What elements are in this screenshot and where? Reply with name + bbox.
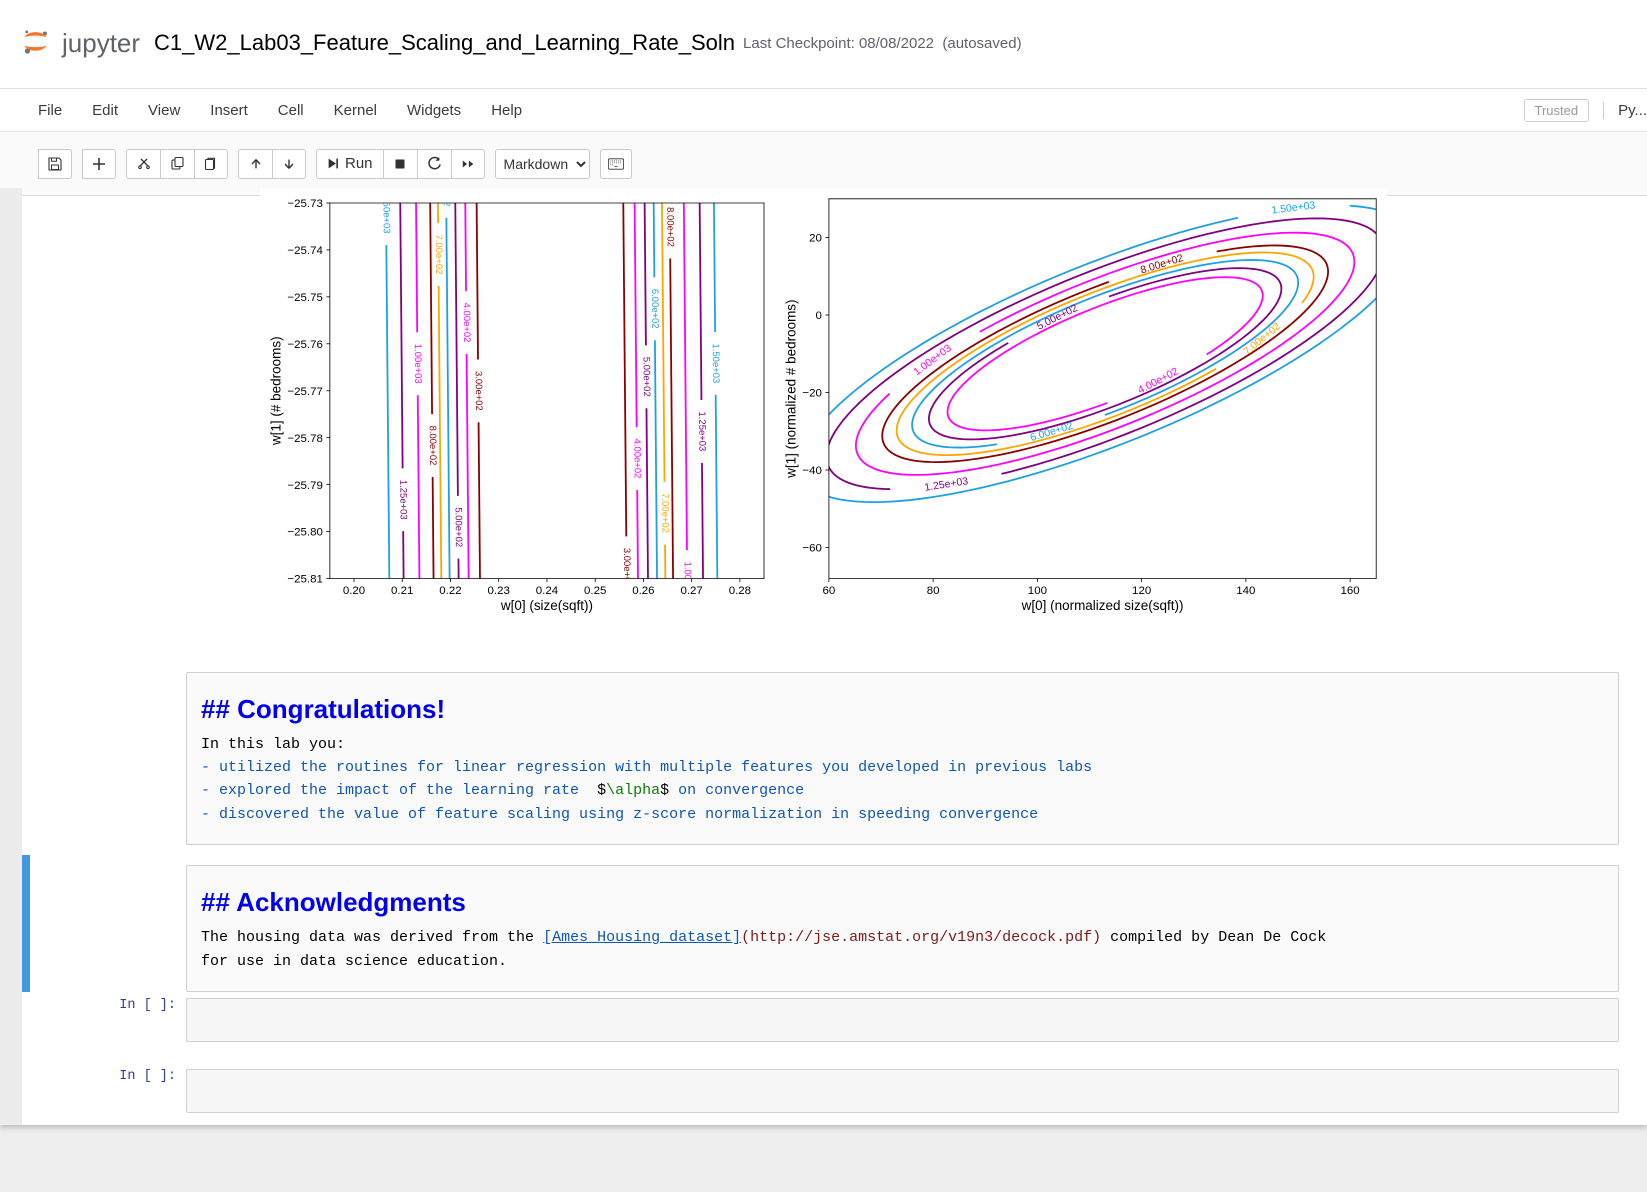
svg-text:120: 120	[1132, 585, 1151, 597]
svg-text:4.00e+02: 4.00e+02	[461, 303, 472, 343]
svg-text:1.25e+03: 1.25e+03	[397, 480, 408, 520]
svg-text:0.28: 0.28	[729, 585, 751, 597]
svg-text:0.25: 0.25	[584, 585, 606, 597]
svg-text:−25.77: −25.77	[287, 386, 322, 398]
svg-text:8.00e+02: 8.00e+02	[427, 426, 438, 466]
svg-text:6.00e+02: 6.00e+02	[649, 289, 660, 329]
svg-text:0.24: 0.24	[536, 585, 559, 597]
svg-text:−60: −60	[802, 543, 821, 555]
svg-text:−25.81: −25.81	[287, 574, 322, 586]
svg-text:0.23: 0.23	[488, 585, 510, 597]
svg-text:1.25e+03: 1.25e+03	[696, 411, 707, 451]
svg-text:−25.76: −25.76	[287, 339, 322, 351]
svg-text:5.00e+02: 5.00e+02	[641, 357, 652, 397]
svg-text:140: 140	[1236, 585, 1255, 597]
svg-text:−40: −40	[802, 465, 821, 477]
svg-text:8.00e+02: 8.00e+02	[664, 207, 675, 247]
svg-text:0.22: 0.22	[439, 585, 461, 597]
svg-text:1.00e+03: 1.00e+03	[412, 344, 423, 384]
svg-text:w[0] (size(sqft)): w[0] (size(sqft))	[500, 598, 593, 613]
svg-text:0: 0	[815, 310, 821, 322]
svg-text:w[1] (normalized # bedrooms): w[1] (normalized # bedrooms)	[783, 299, 798, 478]
svg-text:4.00e+02: 4.00e+02	[631, 439, 642, 479]
svg-text:3.00e+02: 3.00e+02	[473, 371, 484, 411]
svg-text:80: 80	[927, 585, 940, 597]
svg-text:0.27: 0.27	[680, 585, 702, 597]
svg-text:160: 160	[1340, 585, 1359, 597]
svg-text:0.20: 0.20	[343, 585, 365, 597]
svg-text:−25.79: −25.79	[287, 480, 322, 492]
svg-text:0.21: 0.21	[391, 585, 413, 597]
svg-text:0.26: 0.26	[632, 585, 654, 597]
svg-text:w[1] (# bedrooms): w[1] (# bedrooms)	[269, 336, 284, 446]
svg-text:−25.80: −25.80	[287, 527, 322, 539]
svg-text:−25.74: −25.74	[287, 245, 323, 257]
svg-text:5.00e+02: 5.00e+02	[453, 507, 464, 547]
svg-text:60: 60	[822, 585, 835, 597]
svg-text:1.50e+03: 1.50e+03	[710, 343, 721, 383]
svg-text:7.00e+02: 7.00e+02	[433, 235, 444, 275]
svg-text:w[0] (normalized size(sqft)): w[0] (normalized size(sqft))	[1020, 598, 1183, 613]
svg-text:100: 100	[1028, 585, 1047, 597]
svg-text:−25.73: −25.73	[287, 198, 322, 210]
svg-text:7.00e+02: 7.00e+02	[659, 493, 670, 533]
svg-text:−25.75: −25.75	[287, 292, 322, 304]
svg-text:−20: −20	[802, 388, 821, 400]
svg-text:20: 20	[809, 233, 822, 245]
svg-text:−25.78: −25.78	[287, 433, 322, 445]
